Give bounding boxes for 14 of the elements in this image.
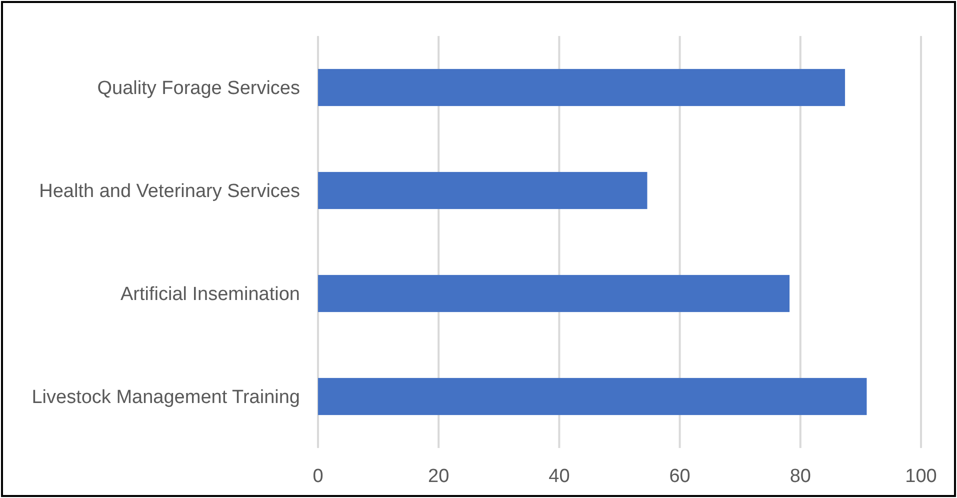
x-tick-label: 20: [428, 466, 450, 487]
x-tick-label: 60: [669, 466, 690, 487]
bar: [318, 378, 867, 416]
y-tick-label: Health and Veterinary Services: [39, 181, 300, 202]
bar: [318, 172, 648, 210]
x-tick-label: 0: [312, 466, 324, 487]
x-tick-label: 40: [548, 466, 570, 487]
x-tick-label: 80: [790, 466, 811, 487]
y-tick-label: Quality Forage Services: [97, 78, 300, 100]
y-tick-label: Livestock Management Training: [32, 387, 300, 408]
y-tick-label: Artificial Insemination: [120, 284, 300, 306]
x-tick-label: 100: [905, 466, 937, 487]
bar: [318, 274, 790, 312]
bar: [318, 68, 846, 106]
